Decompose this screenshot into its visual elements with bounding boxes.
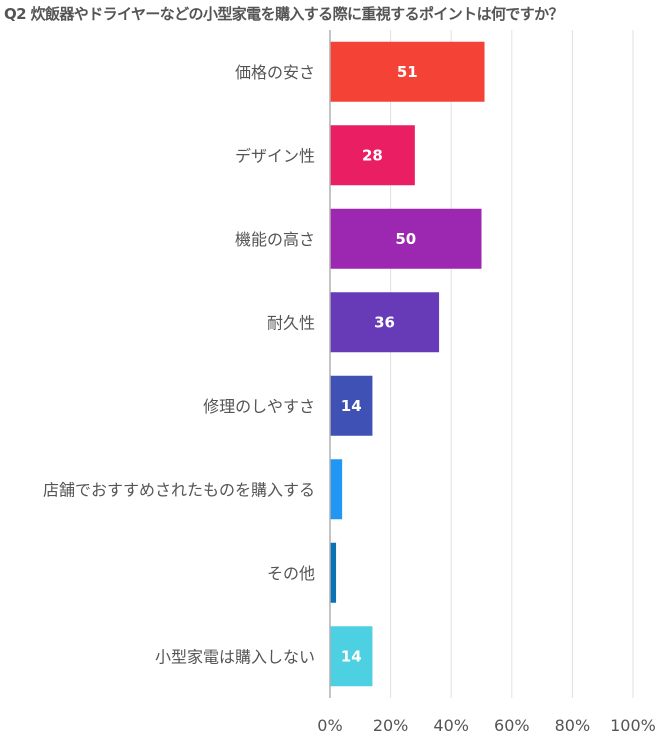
bar: [330, 459, 343, 520]
x-tick-label: 60%: [494, 716, 530, 735]
data-label: 28: [362, 146, 383, 164]
data-label: 50: [395, 230, 416, 248]
category-label: 機能の高さ: [235, 230, 315, 249]
bar: [330, 626, 373, 687]
x-tick-label: 20%: [373, 716, 409, 735]
category-label: その他: [267, 564, 315, 583]
x-tick-label: 100%: [610, 716, 656, 735]
category-label: デザイン性: [235, 146, 315, 165]
x-tick-label: 80%: [555, 716, 591, 735]
gridlines: [390, 30, 634, 698]
bar: [330, 542, 337, 603]
category-labels: 価格の安さデザイン性機能の高さ耐久性修理のしやすさ店舗でおすすめされたものを購入…: [43, 63, 315, 667]
data-label: 14: [341, 647, 362, 665]
bar: [330, 41, 485, 102]
category-label: 修理のしやすさ: [203, 397, 315, 416]
data-label: 51: [397, 63, 418, 81]
x-tick-labels: 0% 20% 40% 60% 80% 100%: [317, 716, 656, 735]
chart-title: Q2 炊飯器やドライヤーなどの小型家電を購入する際に重視するポイントは何ですか？: [4, 5, 564, 23]
bar: [330, 292, 440, 353]
category-label: 店舗でおすすめされたものを購入する: [43, 480, 315, 499]
bar: [330, 125, 415, 186]
data-label: 14: [341, 397, 362, 415]
data-label: 36: [374, 313, 395, 331]
category-label: 価格の安さ: [235, 63, 315, 82]
bar: [330, 375, 373, 436]
bar: [330, 208, 482, 269]
bars: 51 28 50 36 14 14: [330, 41, 485, 687]
category-label: 小型家電は購入しない: [155, 647, 315, 666]
category-label: 耐久性: [267, 313, 315, 332]
x-tick-label: 40%: [433, 716, 469, 735]
x-tick-label: 0%: [317, 716, 342, 735]
